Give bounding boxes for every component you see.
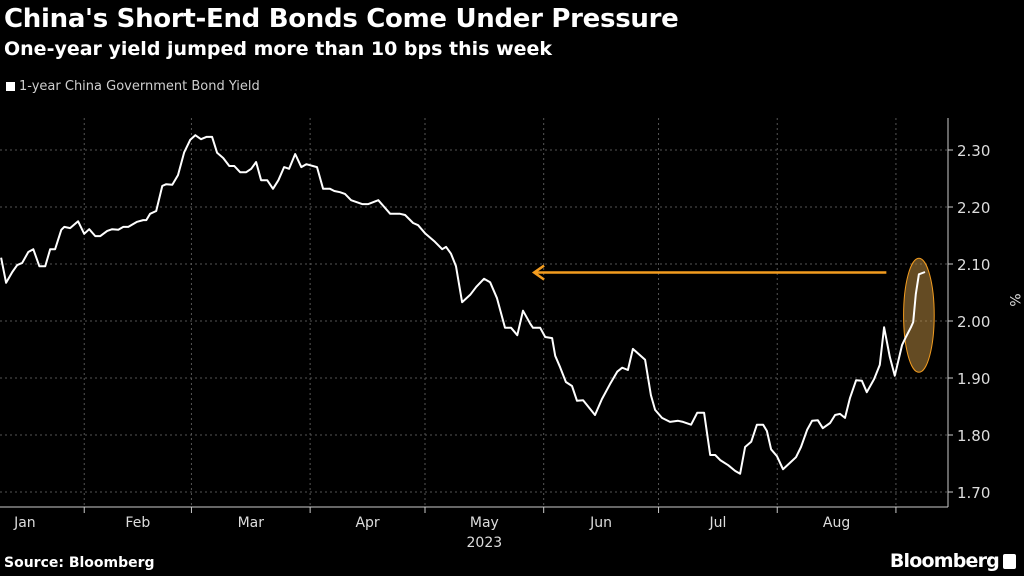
legend-label: 1-year China Government Bond Yield	[19, 79, 260, 94]
chart-subtitle: One-year yield jumped more than 10 bps t…	[4, 38, 553, 60]
source-label: Source: Bloomberg	[4, 555, 155, 571]
series-line-1y-yield	[0, 134, 926, 475]
y-tick-label: 1.70	[957, 484, 990, 502]
logo-text: Bloomberg	[889, 550, 1000, 572]
x-tick-label: Jul	[708, 515, 726, 531]
y-tick-label: 2.20	[957, 199, 990, 217]
x-tick-label: May	[470, 515, 499, 531]
x-tick-label: Jan	[13, 515, 36, 531]
y-tick-label: 2.10	[957, 256, 990, 274]
x-tick-label: Mar	[238, 515, 265, 531]
arrow-head-icon	[531, 264, 545, 281]
highlight-ellipse	[903, 257, 935, 373]
x-axis-year-label: 2023	[467, 535, 503, 551]
bloomberg-logo: Bloomberg	[890, 550, 1016, 572]
y-tick-label: 1.90	[957, 370, 990, 388]
bloomberg-mark-icon	[1003, 553, 1016, 569]
y-tick-label: 1.80	[957, 427, 990, 445]
y-axis-label: %	[1006, 293, 1022, 306]
x-tick-label: Feb	[125, 515, 150, 531]
x-tick-label: Jun	[589, 515, 612, 531]
x-tick-label: Aug	[823, 515, 850, 531]
y-tick-label: 2.00	[957, 313, 990, 331]
chart-title: China's Short-End Bonds Come Under Press…	[4, 4, 679, 34]
y-tick-label: 2.30	[957, 142, 990, 160]
legend: 1-year China Government Bond Yield	[6, 79, 260, 94]
x-tick-label: Apr	[355, 515, 379, 531]
legend-swatch	[6, 82, 15, 91]
